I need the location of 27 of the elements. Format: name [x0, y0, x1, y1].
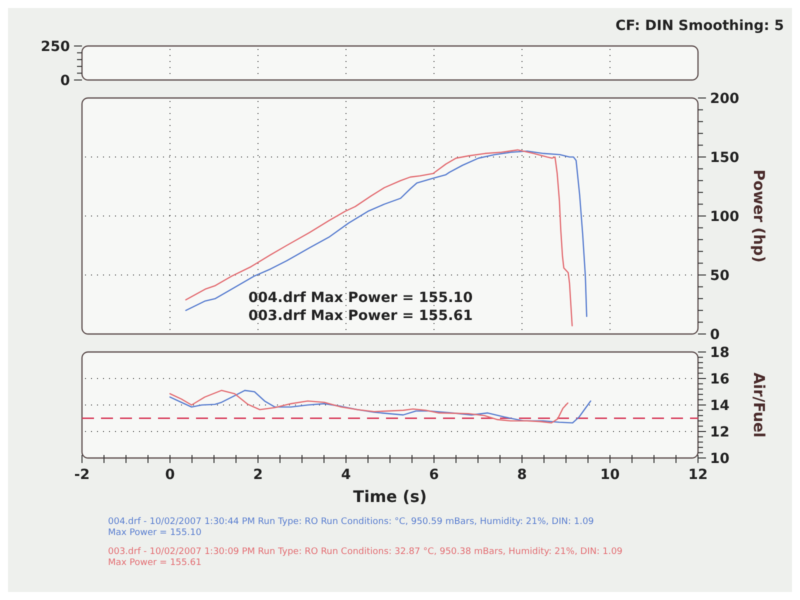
- y-tick-label: 14: [710, 398, 730, 414]
- y-tick-label: 18: [710, 344, 730, 361]
- x-tick-label: 10: [600, 467, 620, 483]
- text: 003.drf - 10/02/2007 1:30:09 PM Run Type: RO Run Conditions: 32.87 °C, 950.38 mBars, Humidity: 21%, DIN: 1.09 Max Power = 155.61: [108, 547, 623, 568]
- annotation: 003.drf Max Power = 155.61: [248, 308, 473, 324]
- x-tick-label: 4: [341, 467, 352, 483]
- text: 004.drf - 10/02/2007 1:30:44 PM Run Type: RO Run Conditions: °C, 950.59 mBars, Humidity: 21%, DIN: 1.09 Max Power = 155.10: [108, 517, 594, 538]
- y-tick-label: 12: [710, 424, 730, 440]
- x-axis-title: Time (s): [353, 487, 427, 506]
- x-tick-label: 2: [253, 467, 263, 483]
- y-tick-label: 10: [710, 450, 730, 467]
- y-tick-label: 16: [710, 371, 730, 388]
- y-tick-label: 150: [710, 150, 740, 166]
- y-tick-label: 0: [710, 326, 720, 343]
- chart-subtitle: CF: DIN Smoothing: 5: [615, 18, 784, 34]
- y-axis-title: Air/Fuel: [750, 372, 768, 438]
- x-tick-label: 0: [165, 467, 176, 483]
- y-tick-label: 200: [710, 90, 740, 107]
- x-tick-label: 6: [429, 467, 439, 483]
- annotation: 004.drf Max Power = 155.10: [248, 290, 474, 306]
- y-axis-title: Power (hp): [750, 169, 768, 263]
- x-tick-label: 8: [517, 467, 527, 483]
- y-tick-label: 50: [710, 268, 730, 284]
- y-tick-label: 100: [710, 208, 740, 225]
- y-tick-label: 250: [40, 38, 70, 55]
- x-tick-label: -2: [74, 467, 90, 483]
- x-tick-label: 12: [688, 467, 708, 483]
